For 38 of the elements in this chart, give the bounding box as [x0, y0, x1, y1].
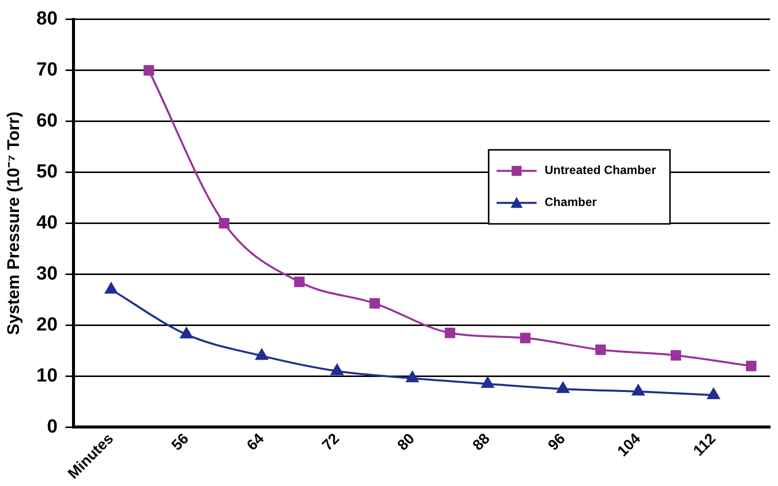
point: [256, 348, 268, 360]
point: [294, 276, 305, 288]
x-tick-label: 56: [168, 430, 192, 454]
y-tick-label: 20: [36, 314, 58, 336]
x-tick-label: 80: [394, 430, 418, 454]
legend-label: Chamber: [544, 195, 597, 210]
point: [180, 327, 193, 338]
point: [556, 382, 570, 393]
point: [406, 371, 419, 382]
x-tick-label: 72: [318, 430, 343, 454]
y-tick-label: 30: [36, 264, 58, 285]
point: [746, 360, 756, 372]
legend-label: Untreated Chamber: [544, 163, 656, 178]
x-tick-label: 96: [544, 430, 569, 454]
y-tick-label: 10: [36, 365, 58, 386]
point: [444, 328, 456, 338]
point: [632, 384, 644, 396]
point: [144, 65, 154, 76]
y-tick-label: 50: [36, 162, 58, 183]
x-tick-label: 104: [614, 430, 644, 460]
point: [707, 388, 720, 400]
point: [218, 218, 230, 229]
y-tick-label: 40: [36, 212, 58, 234]
y-tick-label: 80: [36, 8, 58, 30]
point: [369, 298, 380, 309]
point: [670, 350, 682, 361]
y-tick-label: 0: [46, 416, 58, 438]
point: [481, 376, 494, 388]
point: [330, 364, 344, 376]
y-tick-label: 60: [36, 110, 58, 132]
point: [104, 282, 118, 294]
y-axis-title: System Pressure (10⁻⁷ Torr): [4, 112, 23, 336]
x-tick-label: 112: [690, 430, 720, 460]
x-tick-label: 88: [470, 430, 494, 454]
x-tick-label: 64: [244, 430, 268, 454]
y-tick-label: 70: [36, 60, 58, 81]
point: [595, 344, 606, 355]
point: [520, 332, 531, 344]
